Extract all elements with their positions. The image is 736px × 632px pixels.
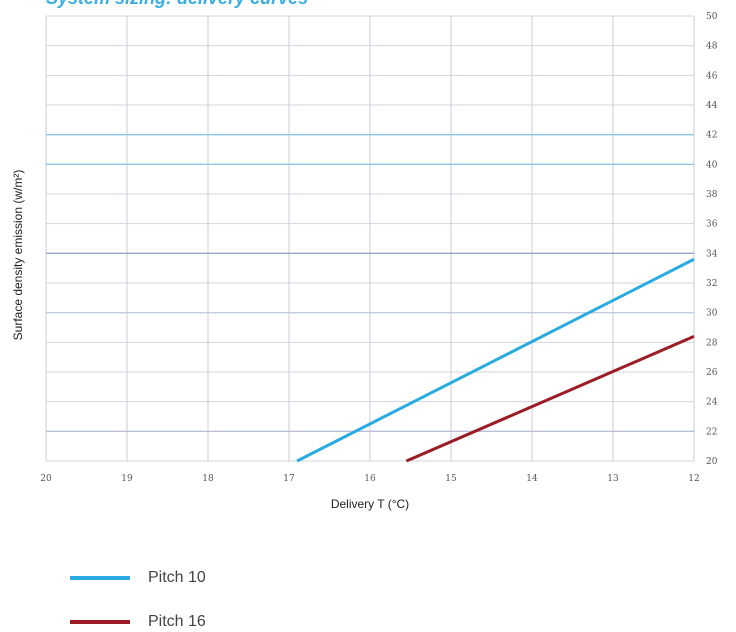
y-tick-label: 46 <box>706 71 718 81</box>
y-tick-label: 22 <box>706 427 717 437</box>
series-lines <box>296 257 695 463</box>
legend-label-pitch-10: Pitch 10 <box>148 569 206 586</box>
series-line-pitch-10 <box>296 257 695 463</box>
x-axis-label: Delivery T (°C) <box>331 497 409 511</box>
chart-svg: 20 19 18 17 16 15 14 13 12 20 22 24 26 28 30 32 34 36 38 4… <box>11 12 718 511</box>
legend-item-pitch-10: Pitch 10 <box>70 568 206 588</box>
series-line-pitch-16 <box>405 335 695 463</box>
x-tick-label: 13 <box>607 474 619 484</box>
x-tick-label: 19 <box>121 474 133 484</box>
x-tick-label: 18 <box>202 474 214 484</box>
y-tick-label: 48 <box>706 42 718 52</box>
x-tick-label: 12 <box>688 474 699 484</box>
y-axis-label: Surface density emission (w/m²) <box>11 170 25 341</box>
legend-item-pitch-16: Pitch 16 <box>70 612 206 632</box>
x-tick-label: 16 <box>364 474 376 484</box>
y-tick-labels: 20 22 24 26 28 30 32 34 36 38 40 42 44 46 48 50 <box>706 12 718 467</box>
x-tick-labels: 20 19 18 17 16 15 14 13 12 <box>40 474 699 484</box>
y-tick-label: 38 <box>706 190 718 200</box>
x-tick-label: 17 <box>283 474 295 484</box>
y-tick-label: 36 <box>706 220 718 230</box>
legend-swatch-pitch-16 <box>70 620 130 624</box>
y-tick-label: 42 <box>706 131 717 141</box>
chart-title: System sizing: delivery curves <box>46 0 308 9</box>
y-tick-label: 32 <box>706 279 717 289</box>
legend-swatch-pitch-10 <box>70 576 130 580</box>
y-tick-label: 40 <box>706 160 718 170</box>
grid <box>45 15 695 462</box>
y-tick-label: 26 <box>706 368 718 378</box>
y-tick-label: 28 <box>706 338 718 348</box>
y-tick-label: 30 <box>706 309 718 319</box>
y-tick-label: 24 <box>706 398 718 408</box>
legend-label-pitch-16: Pitch 16 <box>148 613 206 630</box>
x-tick-label: 14 <box>526 474 538 484</box>
y-tick-label: 50 <box>706 12 718 22</box>
x-tick-label: 15 <box>445 474 457 484</box>
y-tick-label: 34 <box>706 249 718 259</box>
y-tick-label: 44 <box>706 101 718 111</box>
y-tick-label: 20 <box>706 457 718 467</box>
x-tick-label: 20 <box>40 474 52 484</box>
